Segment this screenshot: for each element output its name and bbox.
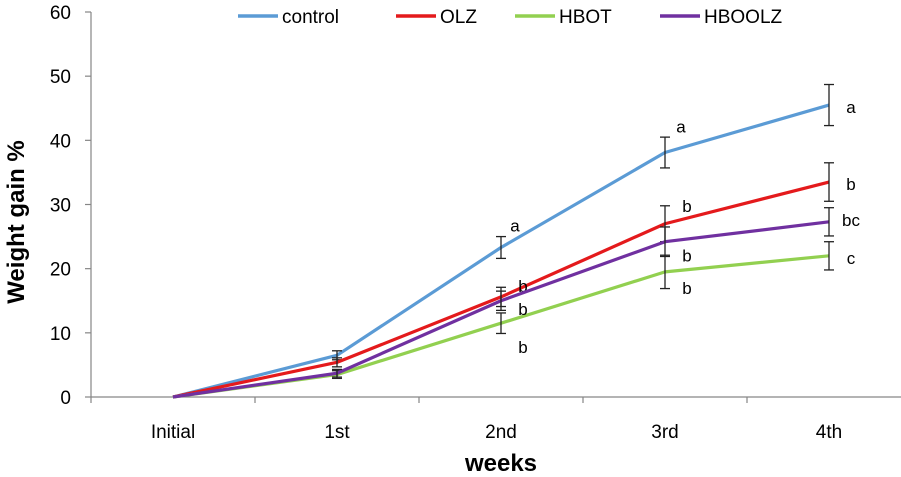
x-tick-label: 2nd	[485, 422, 517, 443]
significance-label: b	[846, 175, 855, 194]
x-tick-label: Initial	[151, 422, 195, 443]
y-ticks: 0 10 20 30 40 50 60	[50, 3, 91, 409]
x-axis-title: weeks	[464, 450, 537, 477]
significance-label: bc	[842, 211, 860, 230]
significance-label: b	[518, 338, 527, 357]
x-tick-label: 1st	[324, 422, 350, 443]
y-tick-label: 60	[50, 3, 71, 24]
y-tick-label: 50	[50, 67, 71, 88]
legend: control OLZ HBOT HBOOLZ	[238, 7, 783, 28]
x-tick-label: 3rd	[651, 422, 678, 443]
legend-item-control: control	[238, 7, 339, 28]
x-tick-label: 4th	[816, 422, 842, 443]
series-olz: bbb	[172, 162, 856, 399]
series-hbot: bbc	[172, 241, 856, 399]
significance-label: b	[518, 277, 527, 296]
y-axis-title: Weight gain %	[3, 140, 30, 304]
legend-item-hbot: HBOT	[515, 7, 612, 28]
legend-item-hboolz: HBOOLZ	[660, 7, 783, 28]
significance-label: a	[676, 118, 686, 137]
x-ticks: Initial 1st 2nd 3rd 4th	[90, 397, 842, 443]
y-tick-label: 40	[50, 131, 71, 152]
legend-label: HBOT	[559, 7, 612, 28]
series-control: a a a	[172, 83, 856, 399]
y-tick-label: 10	[50, 324, 71, 345]
legend-label: control	[282, 7, 339, 28]
y-tick-label: 20	[50, 260, 71, 281]
significance-label: c	[847, 249, 856, 268]
significance-label: b	[682, 279, 691, 298]
x-axis: Initial 1st 2nd 3rd 4th	[90, 396, 901, 443]
significance-label: b	[682, 247, 691, 266]
y-axis: 0 10 20 30 40 50 60	[50, 3, 92, 409]
significance-label: a	[846, 98, 856, 117]
legend-item-olz: OLZ	[396, 7, 477, 28]
significance-label: b	[518, 300, 527, 319]
legend-label: OLZ	[440, 7, 477, 28]
y-tick-label: 0	[60, 388, 71, 409]
significance-label: a	[510, 216, 520, 235]
legend-label: HBOOLZ	[704, 7, 783, 28]
y-tick-label: 30	[50, 196, 71, 217]
significance-label: b	[682, 197, 691, 216]
